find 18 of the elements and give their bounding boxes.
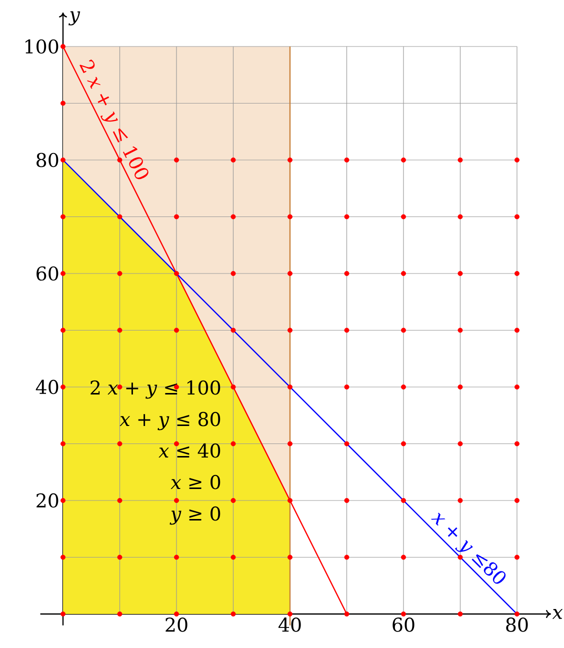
y-axis-title: y <box>68 11 80 26</box>
y-tick-label: 20 <box>36 493 58 508</box>
annotation: x ≤ 40 <box>158 443 220 458</box>
x-tick-label: 20 <box>166 618 188 632</box>
x-tick-label: 60 <box>392 618 414 632</box>
y-tick-label: 80 <box>36 152 58 168</box>
annotation: 2 x + y ≤ 100 <box>80 59 148 180</box>
x-tick-label: 40 <box>278 618 301 632</box>
annotation: x + y ≤ 80 <box>120 412 220 430</box>
annotation: 2 x + y ≤ 100 <box>90 380 220 399</box>
y-tick-label: 100 <box>26 39 58 54</box>
y-tick-label: 60 <box>36 266 58 281</box>
annotation: x + y ≤80 <box>430 512 506 584</box>
x-tick-label: 80 <box>506 618 528 632</box>
y-tick-label: 40 <box>36 380 58 394</box>
annotation: y ≥ 0 <box>170 506 220 525</box>
annotation: x ≥ 0 <box>170 474 220 490</box>
x-axis-title: x <box>552 609 563 619</box>
